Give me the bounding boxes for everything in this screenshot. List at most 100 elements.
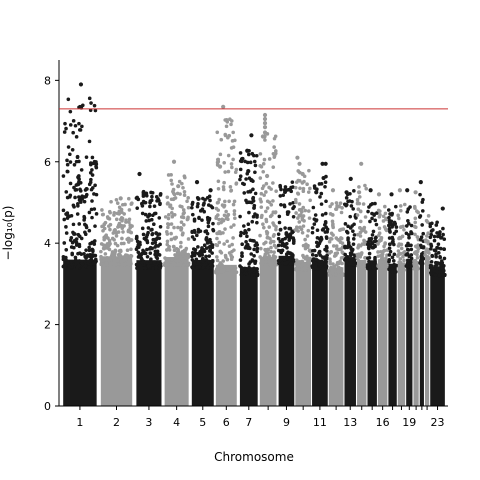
snp-point bbox=[279, 243, 284, 248]
snp-point bbox=[289, 261, 294, 266]
snp-point bbox=[429, 242, 433, 247]
snp-point bbox=[215, 130, 220, 135]
snp-point bbox=[222, 242, 226, 246]
snp-point bbox=[170, 206, 174, 211]
top-snp-point bbox=[348, 176, 353, 181]
snp-point bbox=[204, 254, 208, 259]
snp-point bbox=[305, 234, 310, 238]
snp-point bbox=[72, 162, 77, 167]
snp-point bbox=[121, 230, 125, 234]
snp-point bbox=[140, 226, 145, 231]
chromosome-10-points bbox=[293, 168, 313, 406]
snp-point bbox=[368, 242, 373, 247]
snp-point bbox=[246, 267, 251, 272]
snp-point bbox=[339, 273, 344, 278]
snp-point bbox=[64, 225, 68, 229]
top-snp-point bbox=[76, 182, 81, 187]
snp-point bbox=[439, 264, 443, 268]
snp-point bbox=[135, 266, 139, 271]
snp-point bbox=[319, 202, 324, 206]
top-snp-point bbox=[397, 188, 402, 193]
snp-point bbox=[435, 245, 439, 250]
snp-point bbox=[442, 237, 447, 241]
snp-point bbox=[150, 190, 155, 195]
snp-point bbox=[227, 270, 232, 275]
snp-point bbox=[228, 185, 233, 189]
snp-point bbox=[72, 205, 76, 209]
snp-point bbox=[195, 204, 200, 209]
snp-point bbox=[276, 243, 281, 248]
snp-point bbox=[367, 251, 372, 256]
top-snp-point bbox=[118, 196, 123, 201]
snp-point bbox=[66, 145, 71, 149]
snp-point bbox=[262, 157, 267, 162]
snp-point bbox=[231, 145, 236, 149]
snp-point bbox=[80, 124, 84, 129]
snp-point bbox=[412, 261, 416, 266]
chromosome-1-dense-points bbox=[63, 259, 97, 406]
snp-point bbox=[82, 252, 86, 256]
snp-point bbox=[425, 234, 429, 238]
snp-point bbox=[370, 216, 374, 221]
snp-point bbox=[277, 214, 282, 219]
top-snp-point bbox=[245, 148, 250, 153]
snp-point bbox=[148, 204, 152, 209]
x-tick-label: 6 bbox=[223, 416, 230, 429]
snp-point bbox=[402, 227, 406, 232]
snp-point bbox=[442, 247, 447, 252]
snp-point bbox=[63, 121, 67, 126]
snp-point bbox=[264, 209, 268, 214]
snp-point bbox=[61, 174, 66, 178]
snp-point bbox=[432, 234, 437, 239]
snp-point bbox=[323, 247, 327, 252]
snp-point bbox=[102, 222, 107, 227]
snp-point bbox=[208, 198, 212, 203]
snp-point bbox=[291, 200, 295, 205]
snp-point bbox=[176, 247, 180, 252]
snp-point bbox=[271, 253, 276, 258]
snp-point bbox=[238, 151, 243, 155]
snp-point bbox=[156, 261, 160, 265]
snp-point bbox=[206, 265, 210, 270]
top-snp-point bbox=[300, 171, 305, 177]
snp-point bbox=[157, 216, 162, 220]
snp-point bbox=[360, 265, 364, 270]
snp-point bbox=[407, 221, 411, 226]
snp-point bbox=[429, 247, 433, 251]
snp-point bbox=[391, 259, 396, 263]
snp-point bbox=[392, 262, 396, 267]
snp-point bbox=[224, 216, 229, 221]
snp-point bbox=[167, 222, 171, 227]
chromosome-19-points bbox=[404, 205, 414, 406]
snp-point bbox=[201, 203, 206, 207]
snp-point bbox=[103, 252, 108, 256]
snp-point bbox=[215, 231, 219, 236]
snp-point bbox=[166, 225, 170, 230]
snp-point bbox=[424, 262, 429, 266]
snp-point bbox=[182, 210, 186, 215]
snp-point bbox=[190, 205, 194, 210]
snp-point bbox=[301, 189, 306, 194]
top-snp-point bbox=[320, 161, 325, 166]
chromosome-15-dense-points bbox=[367, 260, 377, 406]
snp-point bbox=[180, 232, 185, 237]
snp-point bbox=[327, 268, 331, 273]
snp-point bbox=[150, 266, 155, 270]
snp-point bbox=[129, 254, 134, 258]
snp-point bbox=[227, 244, 232, 248]
top-snp-point bbox=[389, 192, 394, 197]
snp-point bbox=[158, 201, 162, 206]
snp-point bbox=[426, 258, 430, 262]
snp-point bbox=[171, 187, 176, 192]
snp-point bbox=[258, 176, 263, 180]
snp-point bbox=[290, 180, 295, 184]
snp-point bbox=[218, 261, 223, 265]
chromosome-17-dense-points bbox=[388, 263, 397, 406]
snp-point bbox=[328, 257, 332, 262]
snp-point bbox=[181, 185, 185, 190]
snp-point bbox=[68, 181, 73, 186]
snp-point bbox=[258, 197, 263, 202]
snp-point bbox=[90, 173, 95, 177]
top-snp-point bbox=[297, 161, 302, 166]
snp-point bbox=[232, 248, 236, 252]
